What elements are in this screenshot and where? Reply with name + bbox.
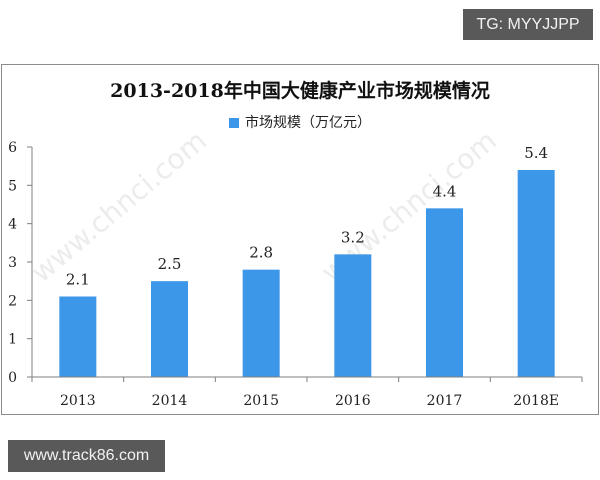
bars: 2.1 2.5 2.8 3.2 4.4 5.4 (59, 144, 555, 377)
bar (59, 296, 97, 377)
x-tick-label: 2015 (243, 393, 279, 409)
data-label: 5.4 (524, 144, 548, 162)
y-tick-label: 0 (8, 370, 17, 386)
chart-frame (1, 64, 599, 415)
y-tick-label: 3 (8, 255, 17, 271)
data-label: 2.5 (158, 255, 182, 273)
bar (426, 208, 463, 377)
chart-legend: 市场规模（万亿元） (0, 112, 600, 132)
data-label: 2.8 (249, 244, 273, 262)
legend-label: 市场规模（万亿元） (245, 115, 371, 131)
x-tick-label: 2013 (60, 393, 96, 409)
bar (334, 254, 372, 377)
bar (517, 170, 555, 377)
x-tick-label: 2016 (335, 393, 371, 409)
x-axis: 2013 2014 2015 2016 2017 2018E (31, 376, 583, 409)
data-label: 4.4 (433, 182, 457, 200)
data-label: 2.1 (66, 271, 90, 289)
x-tick-label: 2017 (427, 393, 463, 409)
bar (151, 281, 188, 377)
bar (242, 269, 280, 377)
site-badge: www.track86.com (8, 440, 165, 472)
tg-badge: TG: MYYJJPP (463, 9, 593, 40)
y-axis: 0 1 2 3 4 5 6 (8, 140, 33, 386)
x-tick-label: 2014 (152, 393, 188, 409)
y-tick-label: 5 (8, 178, 17, 194)
chart-title: 2013-2018年中国大健康产业市场规模情况 (110, 80, 490, 102)
data-label: 3.2 (341, 228, 365, 246)
y-tick-label: 2 (8, 293, 17, 309)
legend-swatch (229, 118, 239, 128)
y-tick-label: 4 (8, 217, 17, 233)
y-tick-label: 6 (8, 140, 17, 156)
x-tick-label: 2018E (513, 393, 559, 409)
y-tick-label: 1 (8, 332, 17, 348)
